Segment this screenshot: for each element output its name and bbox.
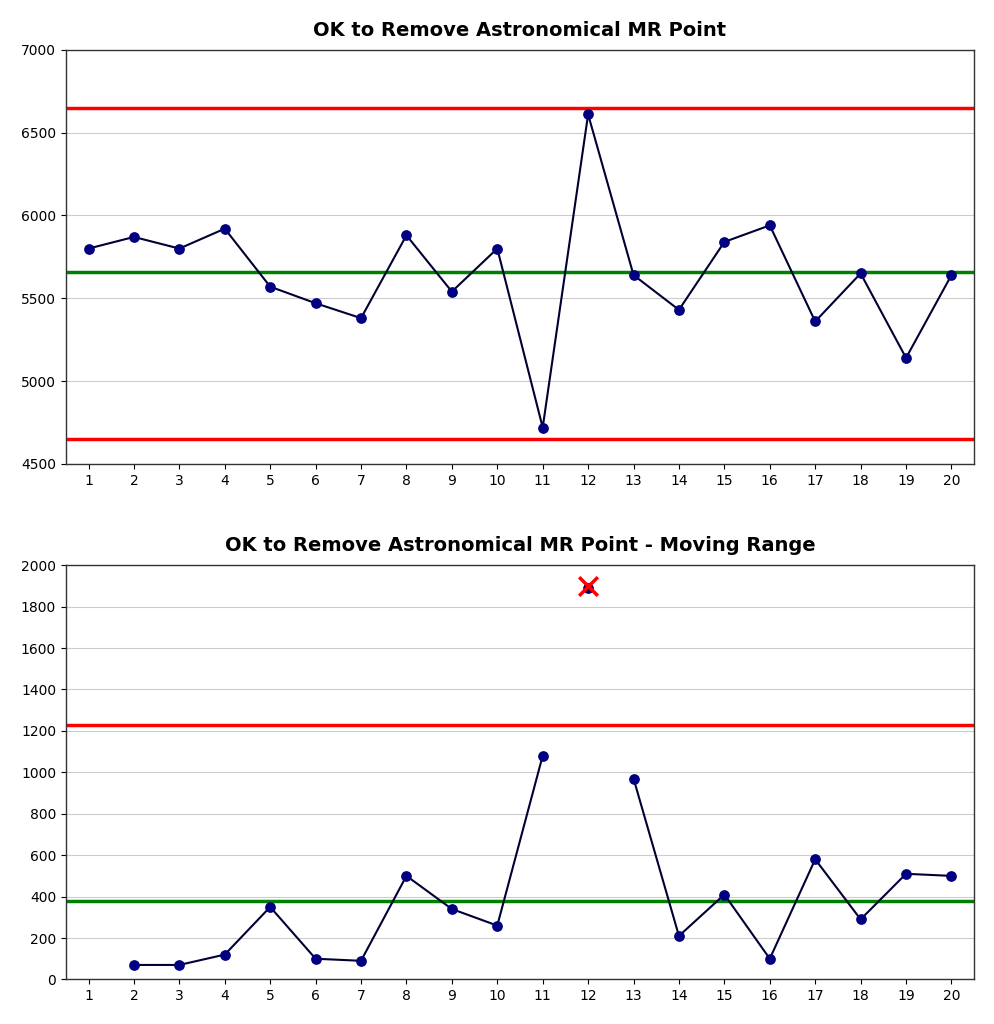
Point xyxy=(126,956,142,973)
Point xyxy=(307,950,323,967)
Point xyxy=(262,899,278,915)
Point xyxy=(806,851,822,867)
Point xyxy=(126,228,142,245)
Point xyxy=(761,950,777,967)
Point xyxy=(81,241,96,257)
Point xyxy=(443,284,459,300)
Point xyxy=(217,946,233,963)
Point xyxy=(489,241,505,257)
Point xyxy=(217,220,233,237)
Title: OK to Remove Astronomical MR Point: OK to Remove Astronomical MR Point xyxy=(313,20,726,40)
Point xyxy=(580,106,595,123)
Point xyxy=(171,241,187,257)
Point xyxy=(307,295,323,311)
Point xyxy=(716,233,732,250)
Point xyxy=(534,748,550,764)
Point xyxy=(398,867,414,884)
Point xyxy=(761,217,777,233)
Point xyxy=(942,267,958,284)
Point xyxy=(353,952,369,969)
Point xyxy=(942,867,958,884)
Point xyxy=(852,911,868,928)
Point xyxy=(171,956,187,973)
Point xyxy=(625,267,641,284)
Point xyxy=(852,265,868,282)
Point xyxy=(806,313,822,330)
Point xyxy=(898,865,913,882)
Point xyxy=(625,770,641,786)
Point xyxy=(580,578,595,594)
Point xyxy=(670,302,686,318)
Point xyxy=(443,901,459,918)
Point xyxy=(489,918,505,934)
Point xyxy=(353,310,369,327)
Point xyxy=(898,350,913,367)
Point xyxy=(534,419,550,435)
Point xyxy=(398,227,414,244)
Title: OK to Remove Astronomical MR Point - Moving Range: OK to Remove Astronomical MR Point - Mov… xyxy=(225,537,814,555)
Point xyxy=(262,279,278,295)
Point xyxy=(716,887,732,903)
Point xyxy=(670,928,686,944)
Point xyxy=(580,580,595,596)
